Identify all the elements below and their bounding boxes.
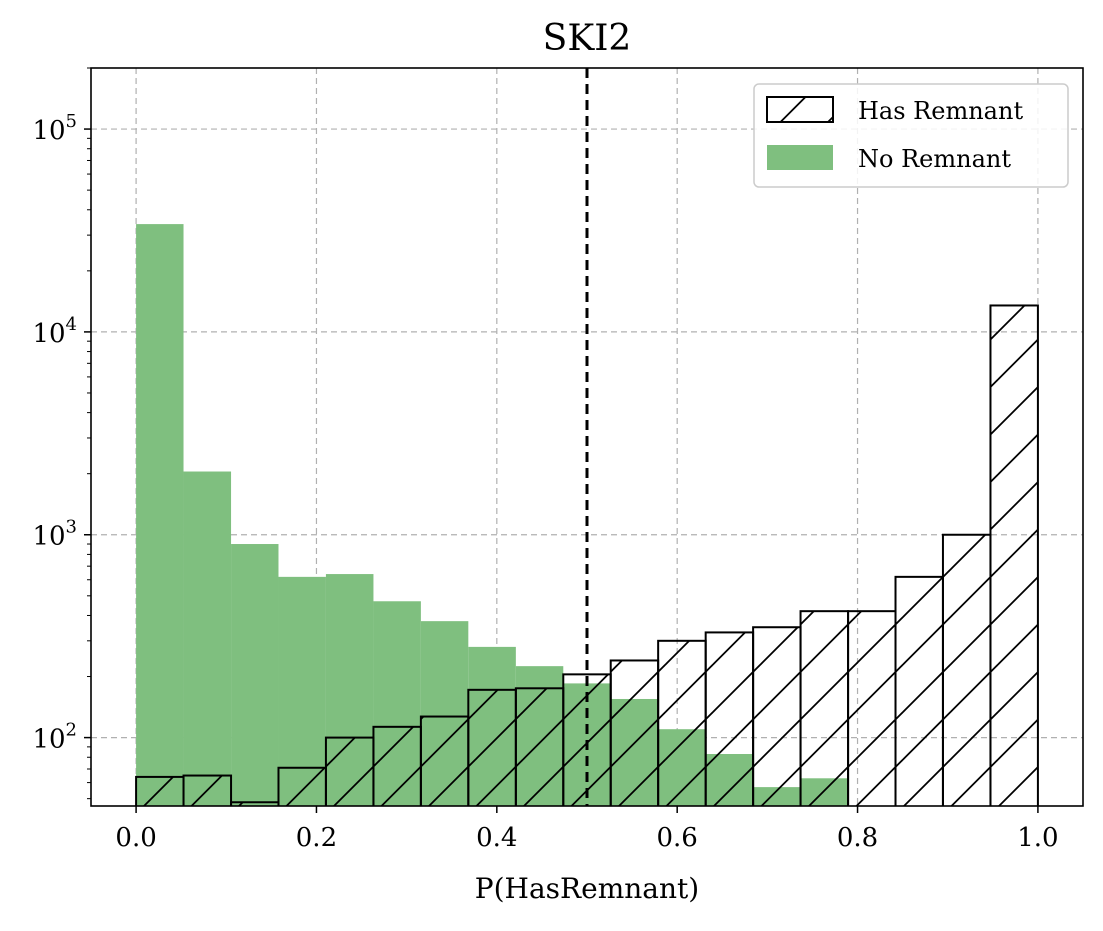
x-tick-label: 0.0 [115, 823, 156, 853]
has-remnant-bar [752, 626, 802, 806]
chart-title: SKI2 [543, 18, 632, 59]
x-tick-label: 1.0 [1017, 823, 1058, 853]
no-remnant-bar [183, 471, 232, 806]
has-remnant-bar [324, 736, 375, 806]
y-tick-label: 104 [32, 314, 77, 349]
legend: Has Remnant No Remnant [753, 83, 1069, 188]
has-remnant-bar [514, 687, 565, 806]
y-tick-label: 105 [32, 111, 77, 146]
no-remnant-bar [136, 224, 184, 806]
y-axis: 102 103 104 105 [32, 67, 91, 800]
x-tick-label: 0.4 [476, 823, 517, 853]
has-remnant-bar [704, 631, 755, 806]
has-remnant-bar [419, 715, 470, 806]
y-tick-label: 103 [32, 517, 77, 552]
has-remnant-bar [847, 610, 897, 806]
has-remnant-bar [799, 610, 850, 806]
x-tick-label: 0.6 [657, 823, 698, 853]
has-remnant-bar [467, 688, 517, 806]
has-remnant-bar [230, 801, 280, 806]
has-remnant-bar [277, 766, 327, 806]
has-remnant-bar [941, 533, 992, 806]
has-remnant-bar [372, 725, 422, 806]
has-remnant-bar [609, 659, 660, 806]
legend-label-has-remnant: Has Remnant [858, 97, 1023, 125]
has-remnant-bar [894, 575, 944, 806]
x-axis: 0.0 0.2 0.4 0.6 0.8 1.0 [115, 806, 1059, 853]
x-tick-label: 0.2 [296, 823, 337, 853]
has-remnant-bar [182, 774, 233, 806]
x-axis-label: P(HasRemnant) [475, 872, 699, 905]
legend-swatch-has-remnant [766, 96, 834, 123]
has-remnant-bar [989, 304, 1039, 806]
no-remnant-bar [231, 544, 279, 806]
y-tick-label: 102 [32, 720, 77, 755]
legend-label-no-remnant: No Remnant [858, 145, 1011, 173]
has-remnant-bar [657, 639, 707, 806]
plot-frame [90, 67, 1084, 807]
legend-swatch-no-remnant [767, 145, 833, 170]
x-tick-label: 0.8 [837, 823, 878, 853]
